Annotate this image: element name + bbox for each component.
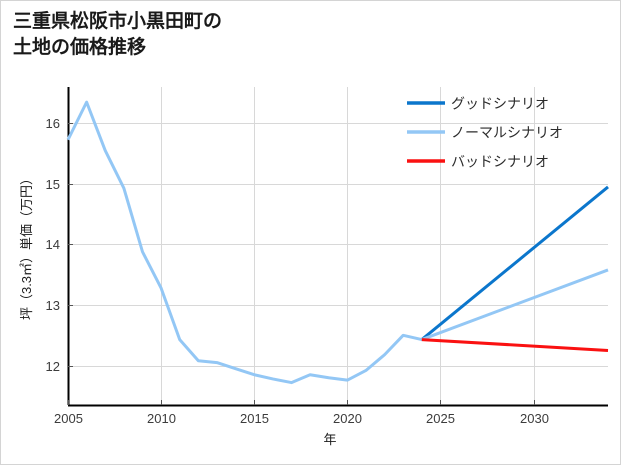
page-title: 三重県松阪市小黒田町の 土地の価格推移 bbox=[13, 11, 223, 58]
y-axis-tick-labels: 12 13 14 15 16 bbox=[46, 116, 60, 374]
data-series-group bbox=[66, 100, 609, 385]
y-axis-tick-label: 14 bbox=[46, 237, 60, 252]
x-axis-tick-label: 2020 bbox=[333, 411, 362, 426]
x-axis-tick-label: 2005 bbox=[54, 411, 83, 426]
x-axis-title: 年 bbox=[323, 432, 336, 447]
legend-label-3: バッドシナリオ bbox=[451, 154, 549, 170]
y-axis-tick-label: 13 bbox=[46, 298, 60, 313]
legend-label-1: グッドシナリオ bbox=[451, 96, 549, 112]
x-axis-tick-label: 2010 bbox=[147, 411, 176, 426]
axis-titles-group: 年 坪（3.3㎡）単価（万円） bbox=[19, 172, 337, 447]
tickmarks-group bbox=[68, 123, 535, 405]
y-axis-tick-label: 12 bbox=[46, 359, 60, 374]
axis-lines-group bbox=[67, 87, 608, 407]
x-axis-tick-label: 2015 bbox=[240, 411, 269, 426]
y-axis-tick-label: 16 bbox=[46, 116, 60, 131]
y-axis-title: 坪（3.3㎡）単価（万円） bbox=[19, 172, 34, 320]
series-line-1 bbox=[420, 185, 609, 341]
legend-label-2: ノーマルシナリオ bbox=[451, 125, 563, 141]
x-axis-tick-labels: 2005 2010 2015 2020 2025 2030 bbox=[54, 411, 549, 426]
series-line-2 bbox=[66, 100, 609, 385]
y-axis-tick-label: 15 bbox=[46, 177, 60, 192]
series-line-3 bbox=[421, 338, 609, 352]
x-axis-tick-label: 2030 bbox=[520, 411, 549, 426]
x-axis-tick-label: 2025 bbox=[426, 411, 455, 426]
